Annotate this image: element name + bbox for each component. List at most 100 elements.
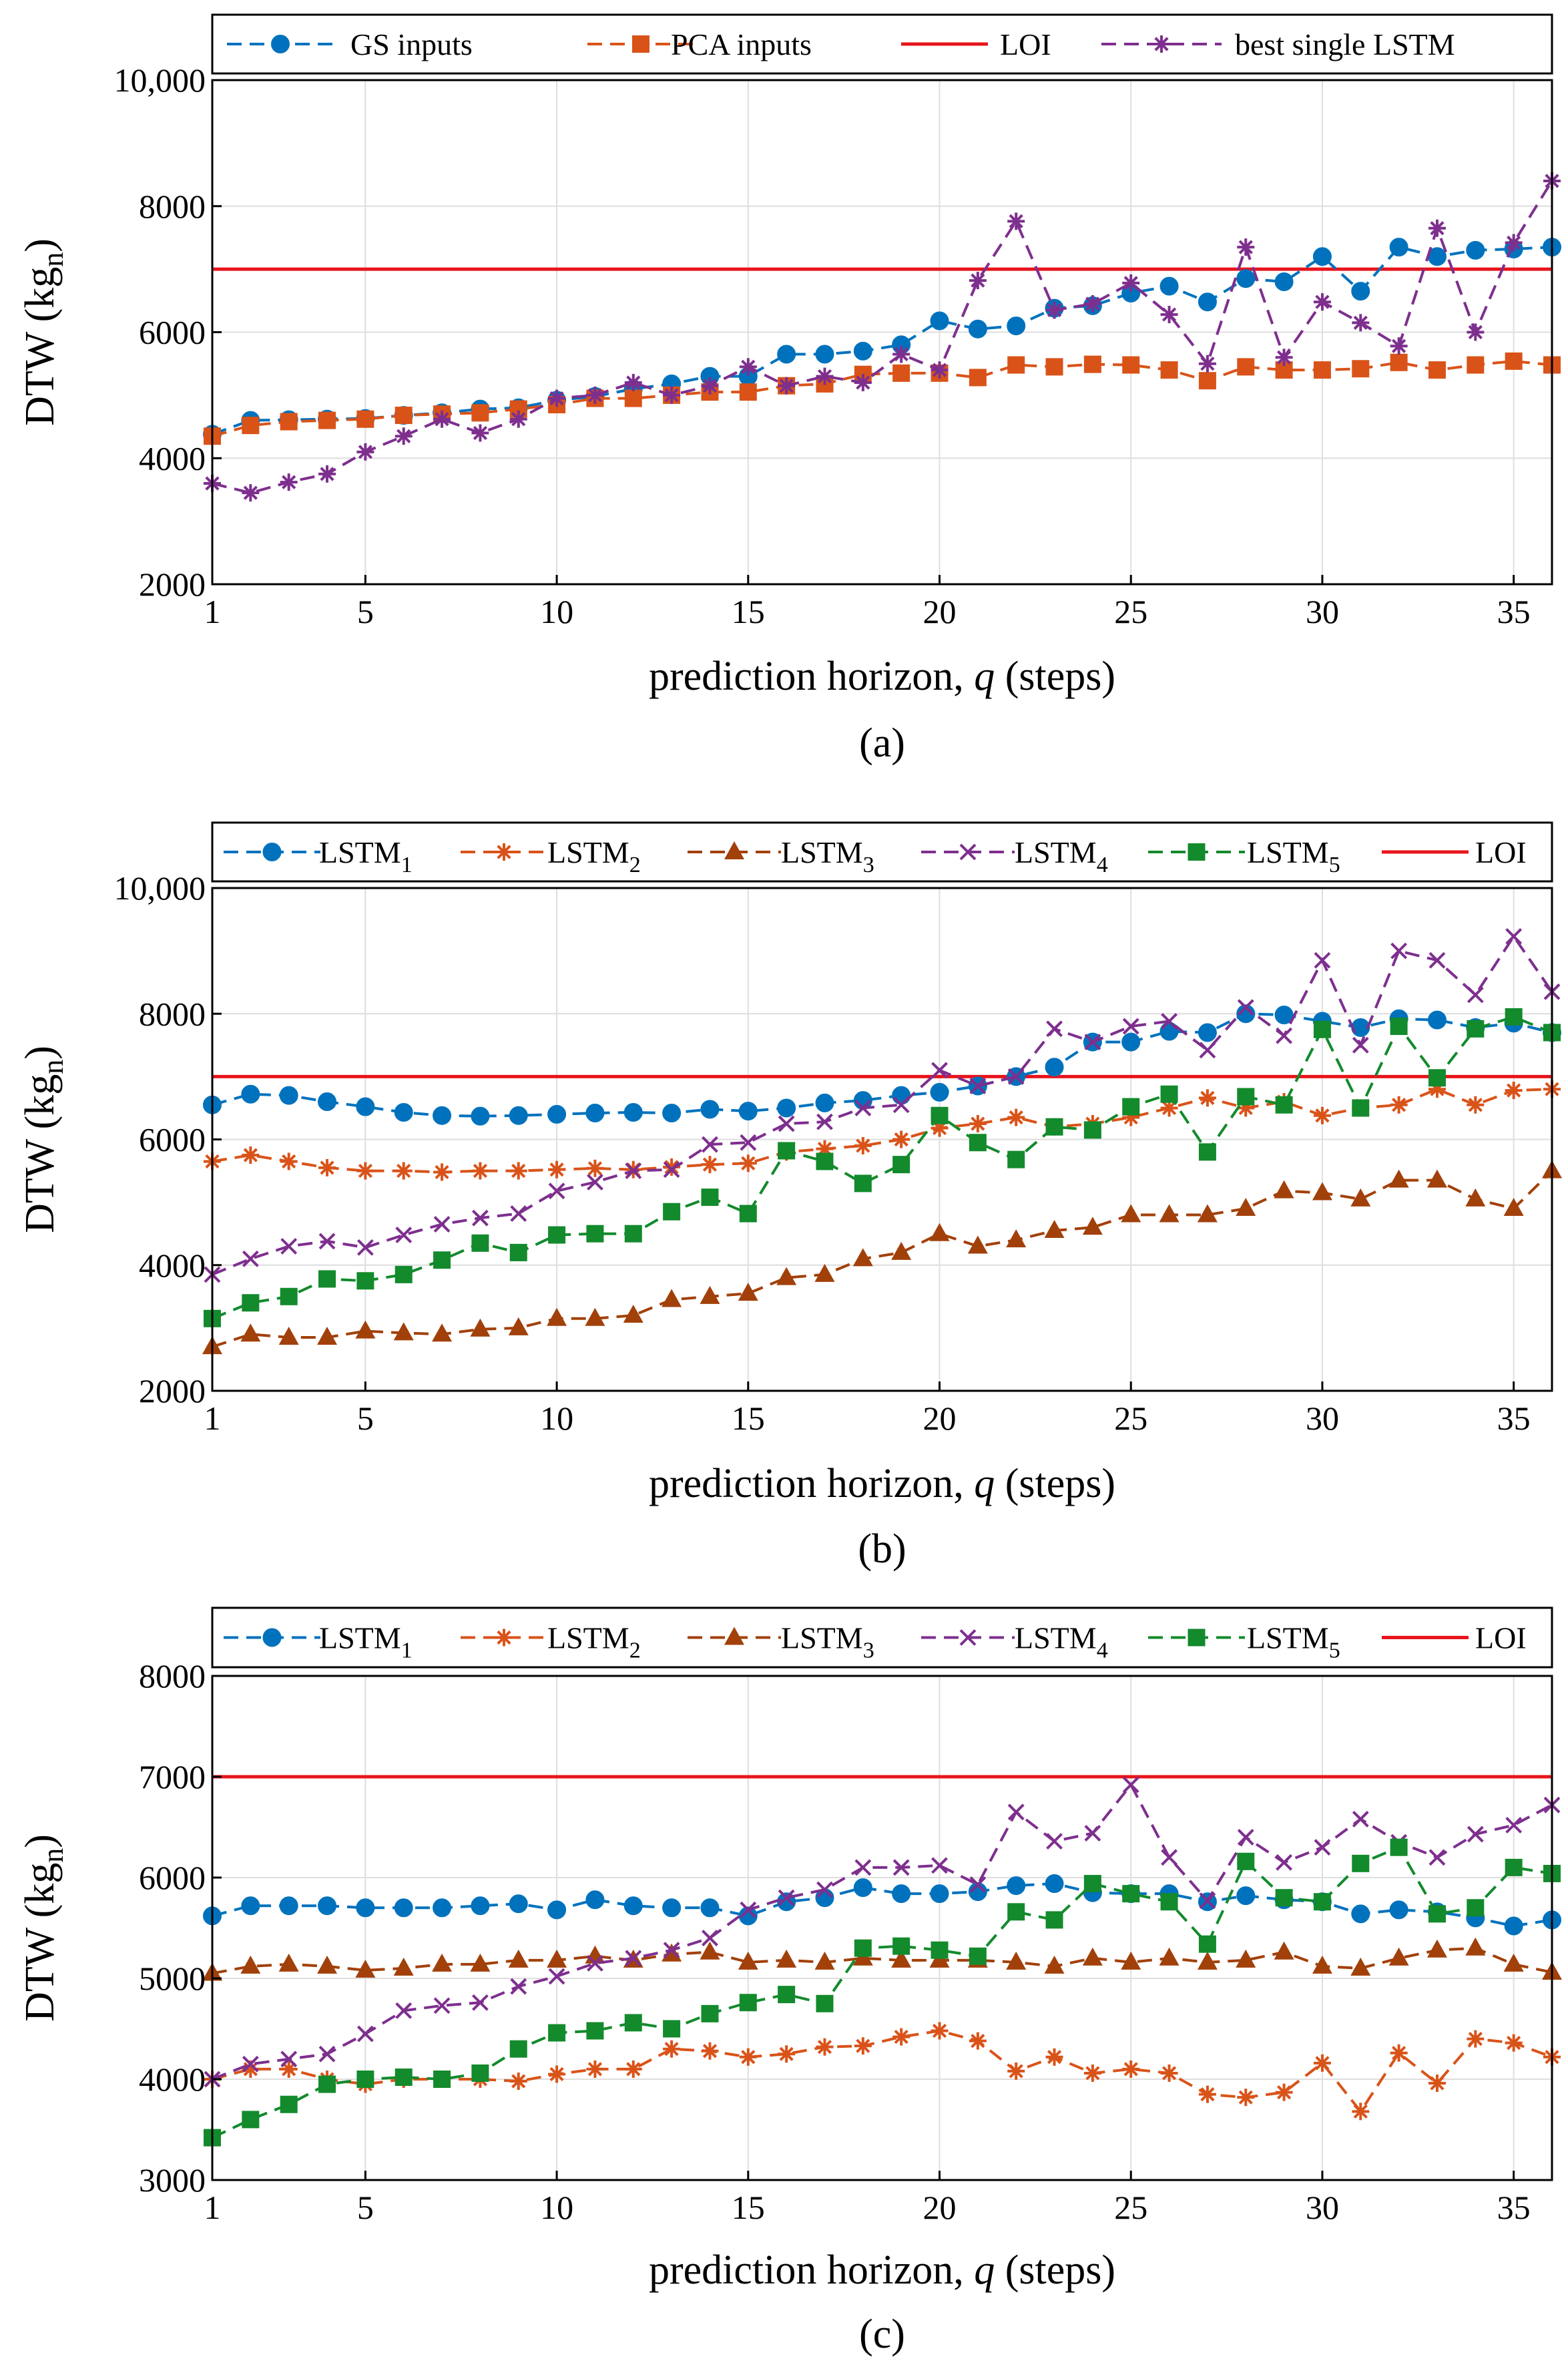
data-point [891,1949,912,1968]
data-point [548,389,566,407]
data-point [702,1930,718,1947]
data-point [318,2075,336,2093]
legend-item: LSTM2 [461,1621,641,1663]
data-point [1465,1188,1486,1207]
data-point [1352,314,1370,332]
data-point [740,1901,757,1918]
data-point [1159,1022,1179,1041]
data-point [1198,1023,1217,1042]
data-point [318,1896,337,1916]
data-point [1045,358,1063,376]
data-point [1045,2048,1063,2066]
x-tick-label: 10 [540,2189,573,2226]
data-point [1083,295,1101,313]
data-point [548,1182,565,1200]
data-point [662,1103,682,1122]
y-tick-label: 5000 [139,1960,206,1997]
y-axis-label: DTW (kgn) [17,1834,69,2022]
data-point [929,1223,950,1241]
legend-item: LOI [901,27,1051,61]
series-line [212,245,1553,436]
data-point [930,1082,949,1102]
panel-b: 1 5 10 15 20 25 30 35200040006000800010,000DTW … [17,821,1562,1572]
x-tick-label: 20 [923,2189,957,2226]
data-point [318,1233,336,1250]
data-point [1276,1027,1293,1044]
data-point [1237,2089,1255,2107]
data-point [892,1859,910,1876]
data-point [242,484,260,502]
x-axis-label: prediction horizon, q (steps) [649,2247,1115,2293]
x-tick-label: 20 [923,1399,957,1437]
data-point [242,2111,260,2129]
data-point [393,1322,414,1341]
legend-item: LSTM2 [461,835,641,877]
series-line [212,1882,1553,1928]
data-point [1274,1006,1294,1025]
x-tick-label: 25 [1114,1399,1147,1437]
legend-label: LSTM1 [319,1621,413,1663]
data-point [1199,1892,1216,1910]
data-point [393,1957,414,1976]
data-point [1275,2083,1293,2101]
data-point [1350,1957,1371,1976]
series-lstm2 [204,2022,1561,2121]
data-point [585,1307,605,1326]
data-point [356,1097,375,1116]
data-point [1350,1188,1371,1207]
data-point [1351,282,1370,301]
data-point [1199,1042,1216,1059]
data-point [663,2040,681,2058]
data-point [624,1225,642,1243]
data-point [1275,1889,1293,1907]
x-tick-label: 10 [540,593,573,630]
data-point [587,1174,603,1191]
data-point [1390,1838,1408,1856]
data-point [1237,999,1254,1016]
data-point [547,1900,567,1920]
data-point [1467,1899,1485,1917]
data-point [586,1159,604,1177]
y-tick-label: 6000 [139,1859,206,1896]
data-point [356,443,374,461]
data-point [1428,1849,1446,1866]
data-point [1390,1096,1408,1114]
y-tick-label: 4000 [139,1247,206,1284]
data-point [1428,951,1446,969]
data-point [356,1162,374,1180]
data-point [1237,238,1255,256]
legend-label: LSTM5 [1247,1621,1340,1663]
data-point [395,1162,413,1180]
x-tick-label: 15 [732,1399,765,1437]
data-point [280,1152,298,1170]
y-tick-label: 10,000 [114,869,206,907]
plot-frame [211,1675,1553,2181]
data-point [1467,356,1485,374]
data-point [968,319,987,339]
data-point [1352,360,1370,378]
data-point [1160,1893,1178,1911]
data-point [1122,274,1140,292]
data-point [1007,356,1025,374]
x-tick-label: 15 [732,2189,765,2226]
series-lstm3 [202,1160,1562,1355]
data-point [1197,1951,1218,1970]
data-point [395,1227,413,1243]
data-point [586,2022,604,2040]
data-point [1352,1099,1370,1117]
data-point [1467,2030,1485,2048]
data-point [509,2073,527,2091]
data-point [662,1289,682,1307]
data-point [1313,2054,1331,2072]
data-point [510,1205,527,1222]
x-tick-label: 35 [1497,1399,1531,1437]
data-point [1275,349,1293,367]
x-tick-label: 1 [204,1399,221,1437]
data-point [1503,1198,1524,1217]
legend-item: PCA inputs [587,27,812,61]
data-point [854,1939,872,1957]
legend-item: LSTM5 [1148,1621,1340,1663]
data-point [1006,1951,1027,1970]
data-point [1159,1204,1180,1223]
data-point [240,1323,261,1342]
